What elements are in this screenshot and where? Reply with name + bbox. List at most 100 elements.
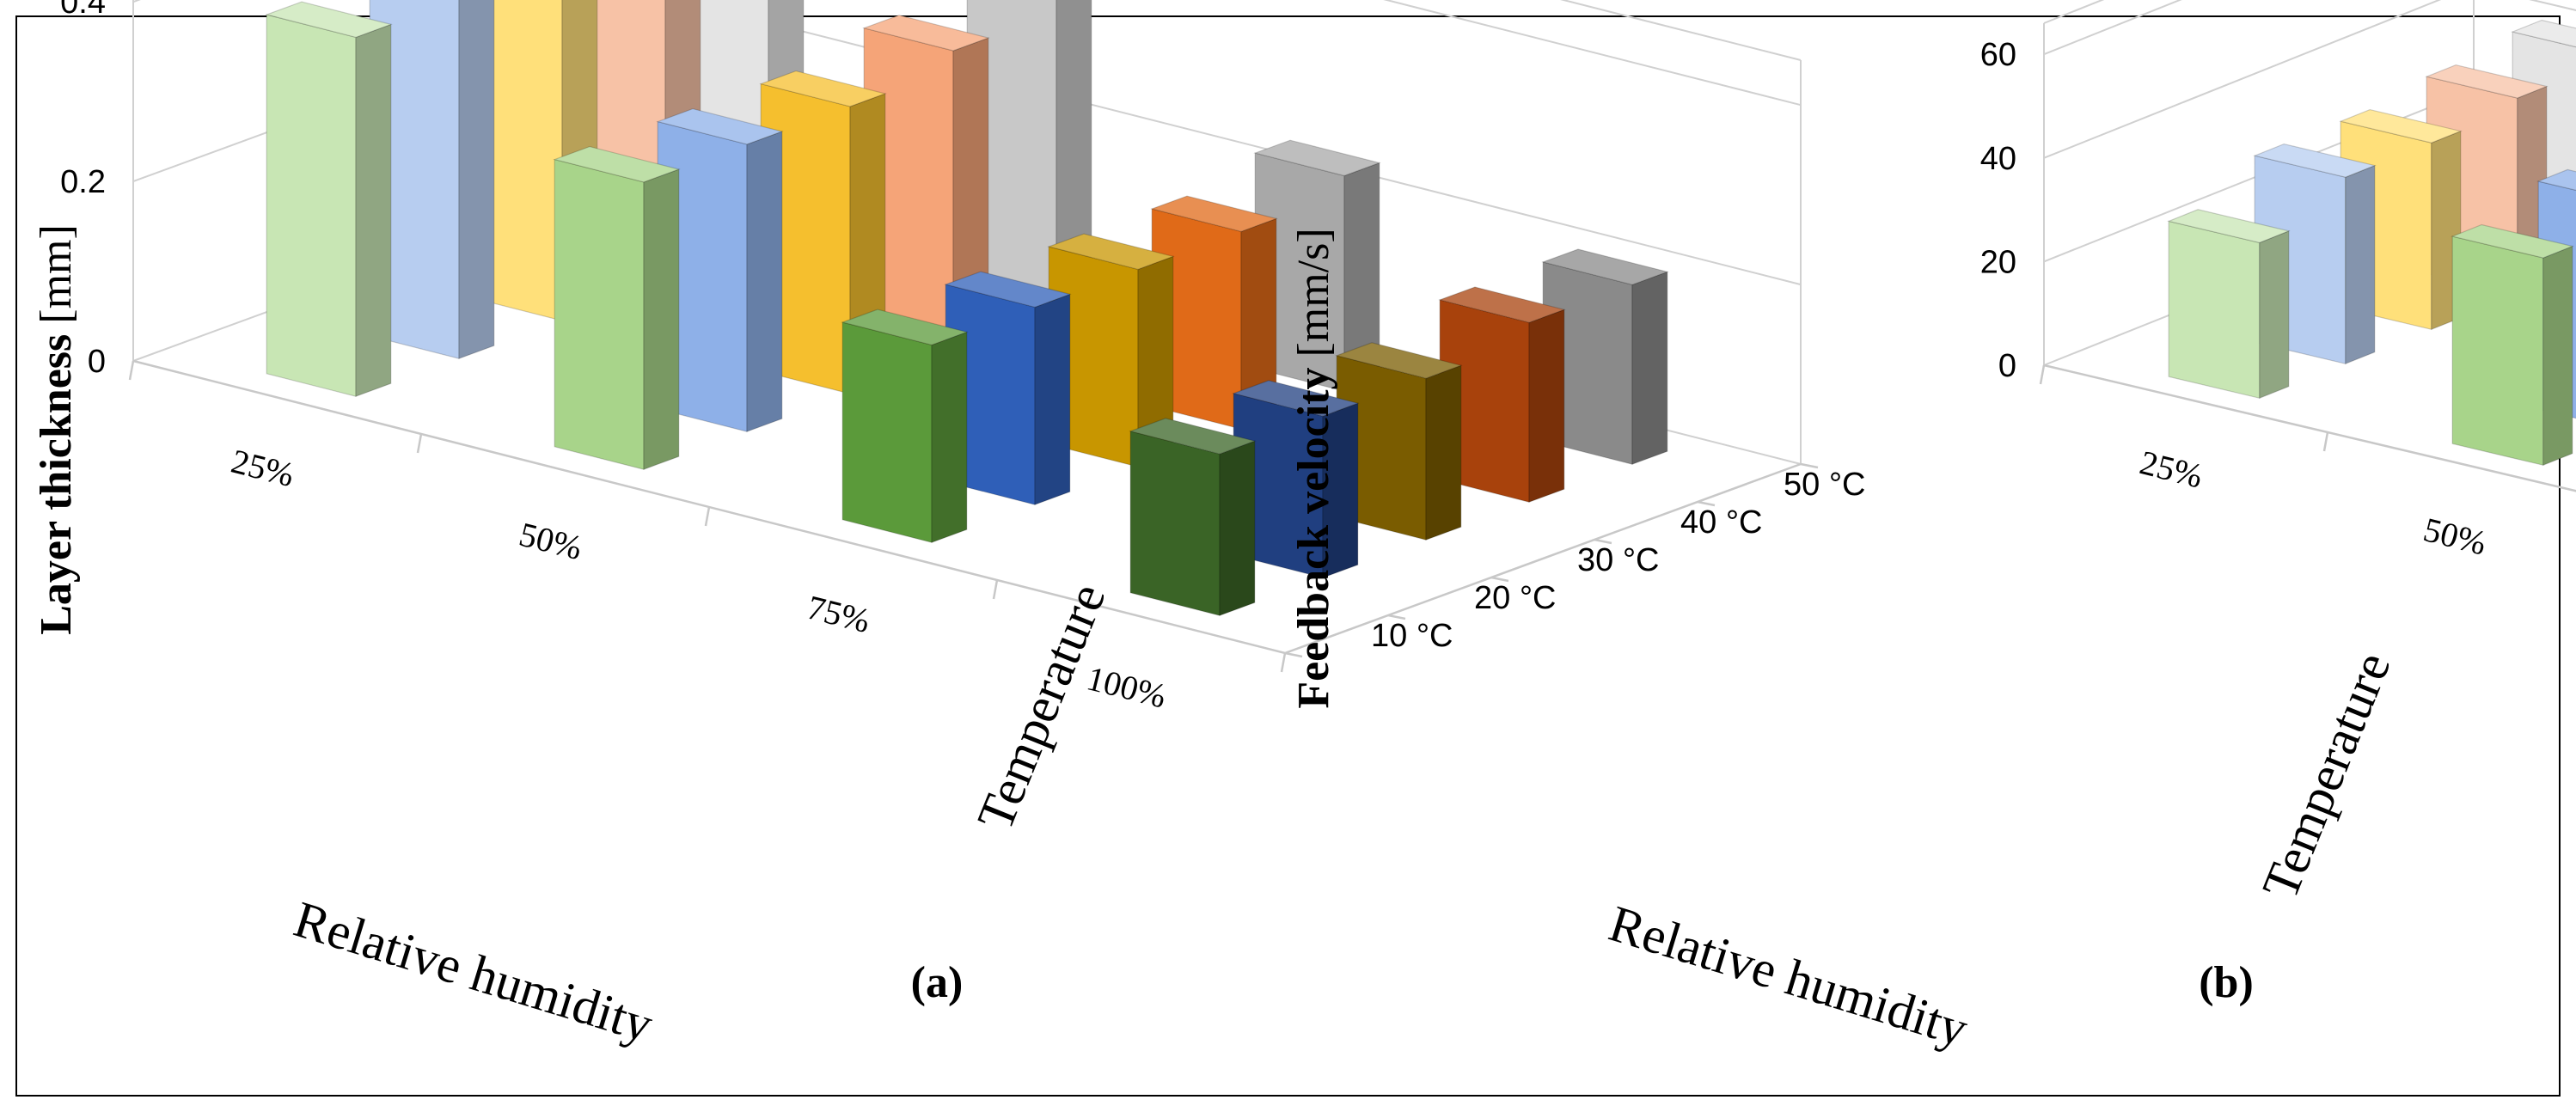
bar-side-face (746, 131, 783, 433)
panel-b-xlabel: Relative humidity (1603, 895, 1974, 1057)
gridline (2043, 0, 2576, 159)
y-tick-label: 0.2 (60, 164, 106, 200)
bar-side-face (355, 23, 392, 398)
bar-75pct-10C (841, 309, 969, 544)
panel-b-ylabel-unit: [mm/s] (1289, 228, 1338, 357)
bar-top-face (553, 145, 681, 183)
panel-a-label: (a) (911, 958, 964, 1007)
y-tick-label: 60 (1980, 37, 2016, 73)
x-tick-mark (2039, 364, 2046, 385)
bar-top-face (656, 107, 784, 145)
panel-a-xlabel: Relative humidity (288, 890, 659, 1053)
z-tick-mark (1387, 614, 1406, 620)
y-tick-label: 0 (1998, 348, 2016, 384)
bar-side-face (1425, 364, 1462, 541)
bar-75pct-20C (944, 271, 1072, 506)
panel-a-zlabel: Temperature (966, 576, 1116, 838)
gridline (132, 0, 1802, 107)
bar-side-face (458, 0, 495, 360)
y-tick-label: 40 (1980, 141, 2016, 177)
z-category-label: 20 °C (1474, 580, 1556, 616)
bar-front-face (1129, 431, 1221, 616)
bar-100pct-10C (1129, 418, 1257, 617)
z-category-label: 10 °C (1371, 618, 1453, 654)
bar-top-face (1541, 248, 1669, 285)
bar-top-face (2253, 143, 2377, 178)
panel-b-ylabel: Feedback velocity [mm/s] (1289, 228, 1338, 708)
x-category-label: 75% (804, 588, 874, 640)
bar-top-face (944, 271, 1072, 309)
bar-front-face (2168, 220, 2261, 400)
bar-top-face (1438, 286, 1566, 323)
x-tick-mark (128, 360, 135, 381)
panel-b-y-ticks: 0 20 40 60 (1980, 37, 2016, 384)
bar-top-face (1253, 139, 1381, 177)
bar-25pct-10C (2167, 209, 2291, 400)
bar-top-face (759, 70, 887, 107)
z-tick-mark (1800, 462, 1819, 469)
bar-side-face (1034, 293, 1071, 506)
bar-top-face (1232, 380, 1360, 417)
panel-a-axes (128, 359, 1819, 673)
bar-top-face (1150, 195, 1278, 233)
bar-side-face (643, 168, 680, 471)
bar-50pct-10C (2451, 223, 2574, 467)
bar-25pct-10C (265, 1, 393, 398)
z-category-label: 30 °C (1577, 542, 1659, 578)
y-tick-label: 0 (88, 344, 106, 380)
bar-top-face (2339, 108, 2463, 144)
panel-b-axes (2039, 364, 2576, 492)
panel-b-ylabel-bold: Feedback velocity (1289, 368, 1338, 709)
bar-50pct-20C (656, 107, 784, 433)
x-tick-mark (1280, 652, 1287, 673)
panel-b-bars (2167, 19, 2576, 467)
bar-top-face (1047, 233, 1175, 271)
panel-b-zlabel: Temperature (2251, 645, 2401, 907)
z-tick-mark (1594, 538, 1612, 545)
bar-side-face (1528, 309, 1565, 504)
bar-top-face (2167, 209, 2291, 244)
x-tick-mark (2322, 431, 2329, 452)
bar-side-face (931, 331, 968, 544)
panel-a-z-categories: 10 °C 20 °C 30 °C 40 °C 50 °C (1371, 467, 1865, 654)
bar-100pct-50C (1541, 248, 1669, 466)
bar-side-face (2345, 164, 2376, 365)
bar-side-face (2259, 229, 2290, 400)
bar-top-face (862, 15, 990, 52)
z-tick-mark (1697, 500, 1716, 507)
bar-front-face (841, 321, 933, 543)
floor-axis (2043, 364, 2576, 492)
bar-100pct-40C (1438, 286, 1566, 504)
panel-a-y-ticks: 0 0.2 0.4 (60, 0, 106, 380)
x-category-label: 25% (2136, 443, 2206, 495)
x-category-label: 50% (516, 515, 586, 567)
z-tick-mark (1490, 576, 1509, 583)
z-category-label: 40 °C (1680, 504, 1762, 541)
panel-a-ylabel-unit: [mm] (32, 224, 81, 324)
bar-top-face (1335, 342, 1463, 379)
bar-top-face (2425, 64, 2548, 99)
bar-75pct-50C (1253, 139, 1381, 393)
y-tick-label: 20 (1980, 244, 2016, 280)
panel-a: 0 0.2 0.4 25% 50% 75% 100% 10 °C 20 °C 30 °C 40 … (32, 0, 1865, 1054)
z-category-label: 50 °C (1784, 467, 1865, 503)
bar-top-face (2536, 168, 2576, 191)
bar-top-face (2451, 223, 2574, 259)
bar-front-face (554, 158, 645, 470)
panel-b-label: (b) (2199, 958, 2254, 1007)
x-tick-mark (992, 579, 999, 600)
bar-top-face (2511, 19, 2576, 48)
x-category-label: 25% (228, 442, 298, 494)
x-tick-mark (704, 506, 711, 527)
bar-50pct-10C (553, 145, 681, 471)
panel-a-ylabel-bold: Layer thickness (32, 334, 81, 635)
z-tick-mark (1284, 651, 1303, 658)
bar-75pct-30C (1047, 233, 1175, 468)
bar-75pct-40C (1150, 195, 1278, 431)
bar-side-face (1219, 440, 1256, 617)
y-tick-label: 0.4 (60, 0, 106, 21)
x-tick-mark (416, 433, 423, 454)
bar-front-face (2451, 235, 2544, 467)
